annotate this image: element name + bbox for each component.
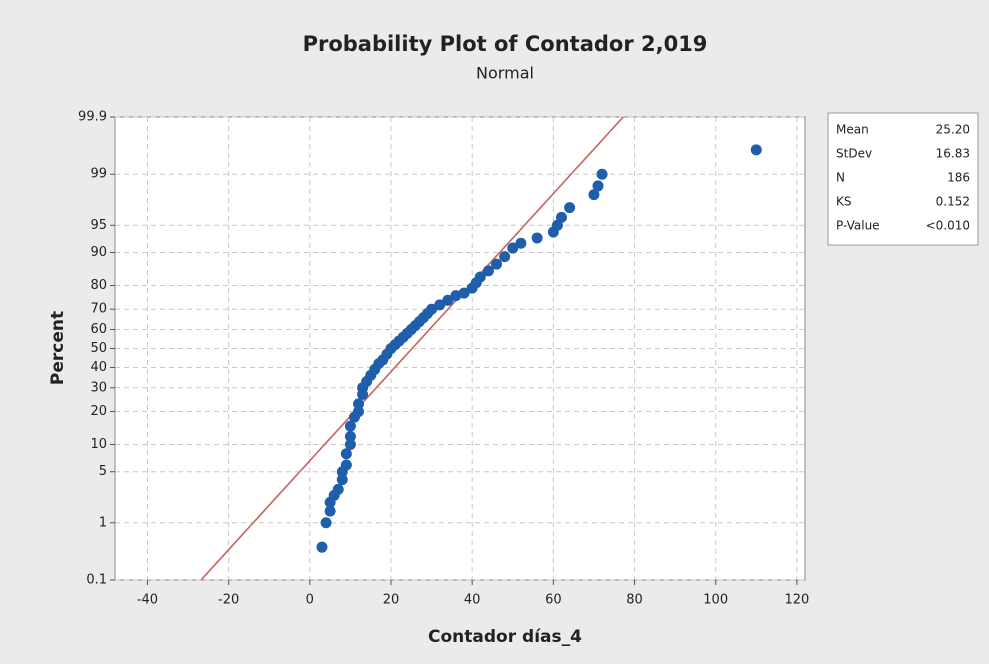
y-tick-label: 60: [90, 322, 107, 337]
stat-name: KS: [836, 195, 852, 209]
y-tick-label: 40: [90, 360, 107, 375]
y-tick-label: 1: [99, 515, 107, 530]
data-point: [750, 144, 762, 156]
y-tick-label: 95: [90, 218, 107, 233]
x-tick-label: 100: [703, 593, 728, 608]
y-tick-label: 0.1: [86, 573, 107, 588]
data-point: [442, 294, 454, 306]
y-tick-label: 99.9: [78, 110, 107, 125]
data-point: [499, 251, 511, 263]
data-point: [344, 431, 356, 443]
stat-name: P-Value: [836, 219, 880, 233]
data-point: [332, 483, 344, 495]
data-point: [324, 505, 336, 517]
y-axis-label: Percent: [48, 311, 68, 385]
data-point: [340, 448, 352, 460]
y-tick-label: 20: [90, 404, 107, 419]
data-point: [515, 237, 527, 249]
x-tick-label: 20: [383, 593, 400, 608]
stats-box: [827, 112, 979, 246]
y-tick-label: 70: [90, 302, 107, 317]
data-point: [434, 299, 446, 311]
y-tick-label: 99: [90, 167, 107, 182]
x-tick-label: 60: [545, 593, 562, 608]
stat-name: StDev: [836, 147, 872, 161]
data-point: [596, 168, 608, 180]
data-point: [344, 420, 356, 432]
data-point: [474, 271, 486, 283]
data-point: [555, 211, 567, 223]
y-tick-label: 80: [90, 278, 107, 293]
stat-name: N: [836, 171, 845, 185]
y-tick-label: 50: [90, 341, 107, 356]
data-point: [353, 398, 365, 410]
x-tick-label: 40: [464, 593, 481, 608]
data-point: [336, 474, 348, 486]
x-tick-label: 0: [306, 593, 314, 608]
stat-value: 25.20: [936, 123, 970, 137]
chart-title: Probability Plot of Contador 2,019: [303, 32, 708, 56]
y-tick-label: 90: [90, 245, 107, 260]
x-tick-label: -20: [218, 593, 239, 608]
data-point: [491, 258, 503, 270]
x-tick-label: 80: [626, 593, 643, 608]
stat-value: 0.152: [936, 195, 970, 209]
stat-value: 186: [947, 171, 970, 185]
chart-subtitle: Normal: [476, 64, 534, 83]
data-point: [588, 189, 600, 201]
data-point: [507, 242, 519, 254]
y-tick-label: 10: [90, 437, 107, 452]
x-tick-label: 120: [784, 593, 809, 608]
stat-value: 16.83: [936, 147, 970, 161]
data-point: [458, 287, 470, 299]
data-point: [340, 459, 352, 471]
x-tick-label: -40: [137, 593, 158, 608]
data-point: [426, 303, 438, 315]
stat-value: <0.010: [926, 219, 970, 233]
data-point: [592, 180, 604, 192]
stat-name: Mean: [836, 123, 869, 137]
data-point: [316, 541, 328, 553]
data-point: [320, 517, 332, 529]
x-axis-label: Contador días_4: [428, 627, 582, 647]
fit-line: [200, 116, 624, 581]
y-tick-label: 30: [90, 380, 107, 395]
data-point: [531, 232, 543, 244]
data-point: [564, 202, 576, 214]
data-point: [353, 406, 365, 418]
y-tick-label: 5: [99, 464, 107, 479]
data-point: [344, 439, 356, 451]
data-point: [482, 265, 494, 277]
